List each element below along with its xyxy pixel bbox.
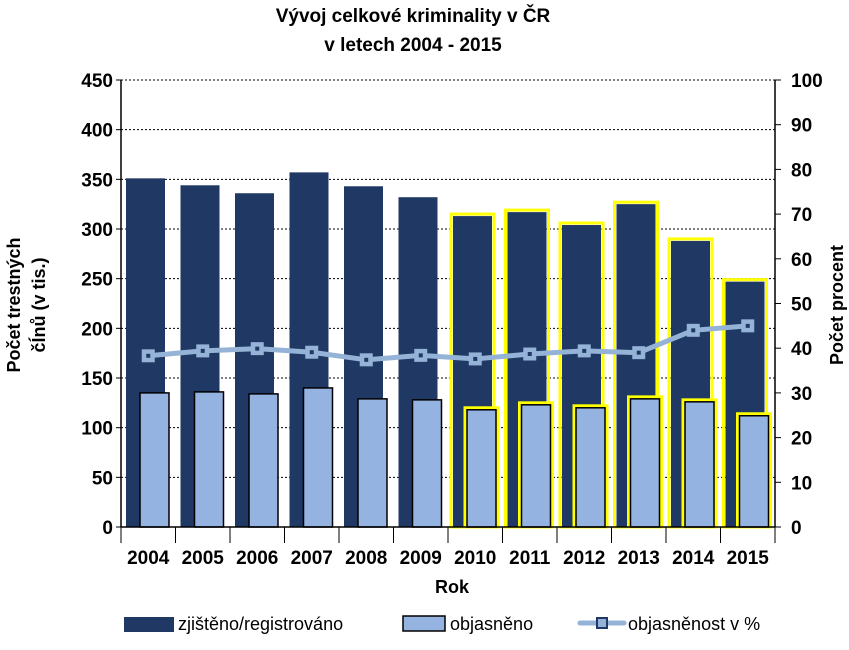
x-tick-label: 2011 [509,548,551,569]
y-right-tick-label: 0 [791,518,802,539]
bar-solved [139,392,170,528]
legend: zjištěno/registrováno objasněno objasněn… [124,614,760,634]
axes [116,79,781,543]
line-series [141,319,755,367]
bar-solved [629,398,661,528]
bar-solved [411,399,443,528]
rate-marker-core [527,352,532,357]
y-right-tick-label: 30 [791,384,812,405]
bar-solved [520,404,552,528]
rate-marker-core [364,357,369,362]
legend-swatch-rate-marker [596,617,608,629]
x-tick-label: 2012 [563,548,605,569]
y-left-tick-label: 100 [81,419,113,440]
rate-marker-core [582,348,587,353]
y-left-tick-label: 250 [81,270,113,291]
y-right-tick-label: 20 [791,429,812,450]
y-right-tick-label: 40 [791,339,812,360]
rate-marker-core [146,353,151,358]
y-left-tick-label: 200 [81,319,113,340]
y-right-tick-label: 50 [791,295,812,316]
y-right-tick-label: 10 [791,473,812,494]
x-tick-label: 2006 [236,548,278,569]
y-axis-left-label-line1: Počet trestných [4,237,24,372]
bar-solved [575,407,606,528]
x-tick-label: 2004 [127,548,170,569]
bar-solved [357,398,388,528]
bar-solved [193,391,225,528]
legend-swatch-registered [124,617,174,632]
tick-labels: 0 50 100 150 200 250 300 350 400 450 0 10 20 30 40 50 60… [81,71,822,569]
x-tick-label: 2010 [454,548,496,569]
chart-title-line1: Vývoj celkové kriminality v ČR [276,5,551,27]
y-right-tick-label: 80 [791,160,812,181]
bar-solved [738,414,770,528]
y-axis-right-label: Počet procent [827,245,847,365]
chart-title-line2: v letech 2004 - 2015 [324,35,502,56]
rate-marker-core [691,328,696,333]
y-axis-left-label-line2: čÍnů (v tis.) [28,257,49,352]
x-axis-label: Rok [435,577,470,597]
rate-marker-core [745,323,750,328]
rate-marker-core [636,350,641,355]
x-tick-label: 2013 [618,548,660,569]
y-left-tick-label: 150 [81,369,113,390]
rate-marker-core [473,356,478,361]
x-tick-label: 2009 [400,548,442,569]
y-right-tick-label: 60 [791,250,812,271]
y-right-tick-label: 70 [791,205,812,226]
bar-solved [248,393,279,528]
y-left-tick-label: 0 [102,518,113,539]
y-left-tick-label: 50 [92,468,113,489]
bar-solved [466,409,497,528]
x-tick-label: 2015 [727,548,770,569]
x-tick-label: 2007 [291,548,333,569]
rate-line [148,323,748,363]
y-left-tick-label: 400 [81,121,113,142]
y-left-tick-label: 300 [81,220,113,241]
grid-lines [121,79,775,478]
y-right-tick-label: 100 [791,71,823,92]
rate-marker-core [418,353,423,358]
x-tick-label: 2008 [345,548,387,569]
legend-label-solved: objasněno [450,614,533,634]
legend-swatch-solved [402,615,446,632]
rate-marker-core [255,346,260,351]
y-axis-left-label: Počet trestných čÍnů (v tis.) [4,237,49,372]
y-right-tick-label: 90 [791,116,812,137]
x-tick-label: 2005 [182,548,225,569]
bar-solved [684,401,715,528]
x-tick-label: 2014 [672,548,715,569]
y-left-tick-label: 350 [81,170,113,191]
legend-label-rate: objasněnost v % [628,614,760,634]
rate-marker-core [200,348,205,353]
y-left-tick-label: 450 [81,71,113,92]
bar-solved [302,387,334,528]
rate-marker-core [309,350,314,355]
legend-label-registered: zjištěno/registrováno [178,614,343,634]
